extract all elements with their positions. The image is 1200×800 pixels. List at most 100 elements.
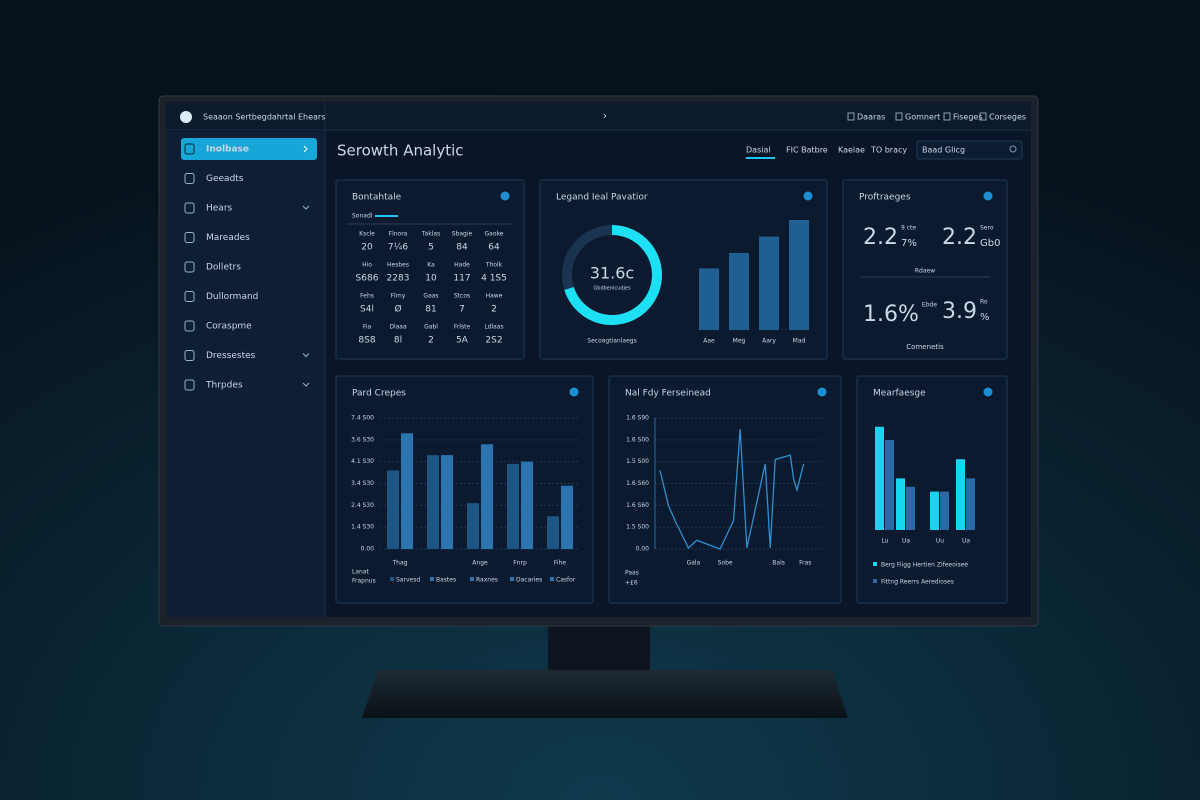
legend-swatch [873,579,877,583]
tab[interactable]: TO bracy [870,146,907,155]
nav-icon [184,379,195,391]
table-header: Ka [427,262,435,269]
tab[interactable]: Kaelae [838,146,865,155]
nav-item[interactable]: Inolbase [206,145,249,155]
legend-swatch [390,577,394,581]
nav-arrow[interactable]: › [603,109,607,122]
table-header: Sbagie [452,231,473,238]
table-header: Gaoke [485,231,504,238]
x-tick-label: Fras [799,560,811,567]
stat-footer: Comenetis [906,343,944,351]
search-icon [1009,145,1017,153]
table-header: Ldlaas [484,324,503,331]
donut-caption: Secoagtianlaegs [587,338,636,345]
nav-item[interactable]: Hears [206,204,233,214]
nav-icon [184,232,195,243]
search-box[interactable] [916,140,1023,160]
y-tick-label: 4.1 S30 [351,458,374,465]
axis-note: +£6 [625,580,638,587]
page-title: Serowth Analytic [337,142,464,160]
x-tick-label: Bals [772,560,785,567]
legend-label: Raxnes [476,577,498,584]
x-tick-label: Thag [392,560,408,567]
panel-icon[interactable] [983,387,993,397]
stat-value: 2.2 [942,225,977,250]
x-tick-label: Mad [793,338,806,345]
bar [759,236,779,330]
stat-unit: Gb0 [980,238,1000,249]
panel [608,375,842,604]
table-tab[interactable]: Sonadl [352,213,373,220]
axis-note: Lanat [352,569,369,576]
panel-title: Nal Fdy Ferseinead [625,389,711,399]
table-header: Tholk [485,262,503,269]
nav-item[interactable]: Mareades [206,233,250,243]
panel-title: Bontahtale [352,193,402,203]
nav-icon [184,261,195,273]
tab[interactable]: FIC Batbre [786,146,828,155]
nav-icon [184,291,195,302]
table-cell: 81 [425,305,436,315]
tab[interactable]: Dasial [746,146,771,155]
x-tick-label: Gala [687,560,701,567]
sidebar-active[interactable] [181,138,317,160]
table-cell: 2 [491,305,497,315]
panel-icon[interactable] [817,387,827,397]
bar [441,455,453,549]
nav-icon [184,202,195,214]
panel [335,375,594,604]
topbar [166,102,1031,130]
table-cell: 8l [394,336,402,346]
nav-item[interactable]: Geeadts [206,174,244,184]
table-cell: 4 1S5 [481,274,507,284]
panel-icon[interactable] [569,387,579,397]
bar [875,426,884,530]
panel-icon[interactable] [983,191,993,201]
x-tick-label: Ua [962,538,970,545]
bar [956,459,965,530]
x-tick-label: Lu [881,538,888,545]
brand-name: Seaaon Sertbegdahrtal Ehears [203,113,325,122]
table-header: Stcos [454,293,470,300]
legend-swatch [510,577,514,581]
nav-item[interactable]: Dressestes [206,351,256,361]
table-header: Taklas [421,231,440,238]
panel-icon[interactable] [803,191,813,201]
y-tick-label: 2.4 S30 [351,502,374,509]
nav-item[interactable]: Coraspme [206,322,252,332]
bar [885,440,894,530]
bar [467,503,479,549]
table-header: Hade [454,262,470,269]
x-tick-label: Ua [902,538,910,545]
nav-item[interactable]: Dullormand [206,292,258,302]
nav-icon [184,143,195,155]
menu-item[interactable]: Daaras [857,113,885,122]
panel-title: Pard Crepes [352,389,406,399]
bar [906,486,915,530]
menu-icon [979,112,987,121]
x-tick-label: Aae [703,338,715,345]
nav-item[interactable]: Thrpdes [205,381,243,391]
y-tick-label: 1.6 S60 [626,502,649,509]
panel-icon[interactable] [500,191,510,201]
menu-item[interactable]: Fiseges [953,113,983,122]
nav-item[interactable]: Dolletrs [206,263,241,273]
bar [521,461,533,549]
table-cell: 2283 [387,274,410,284]
sidebar [166,130,325,617]
menu-icon [847,112,855,121]
stat-value: 3.9 [942,299,977,324]
table-header: Fia [363,324,372,331]
table-header: Flrny [391,293,406,300]
stat-unit: 7% [901,238,917,249]
nav-icon [184,320,195,332]
chevron [302,382,310,387]
menu-item[interactable]: Gomnert [905,113,940,122]
table-cell: 10 [425,274,437,284]
search-text[interactable]: Baad Glicg [922,146,965,155]
stat-note: Sero [980,225,994,232]
table-cell: 2S2 [485,336,502,346]
y-tick-label: 1.6 S90 [626,415,649,422]
menu-item[interactable]: Corseges [989,113,1026,122]
legend-label: Bastes [436,577,456,584]
